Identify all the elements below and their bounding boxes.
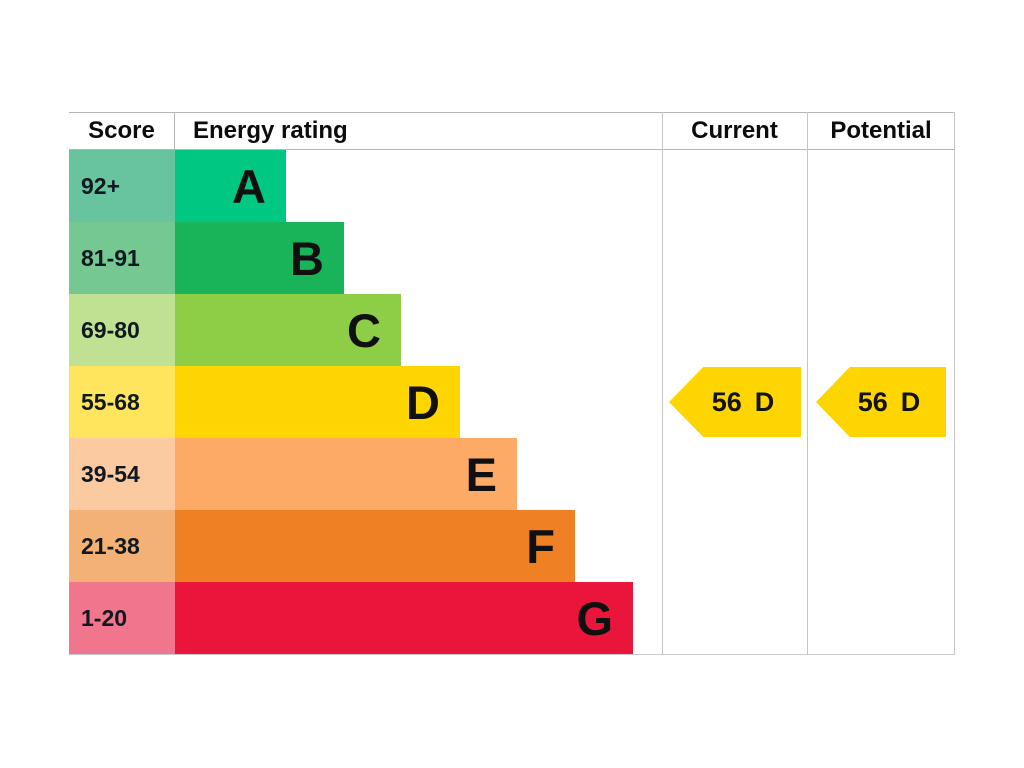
band-letter-f: F (526, 519, 555, 573)
current-rating-text: 56 D (696, 387, 775, 418)
band-bar-c: C (175, 294, 401, 366)
score-range-e: 39-54 (69, 438, 175, 510)
current-column: 56 D (662, 112, 807, 655)
current-rating-arrow: 56 D (669, 367, 801, 437)
band-letter-d: D (406, 375, 440, 429)
score-range-c: 69-80 (69, 294, 175, 366)
band-bar-e: E (175, 438, 517, 510)
potential-column: 56 D (807, 112, 955, 655)
band-bar-b: B (175, 222, 344, 294)
band-bar-g: G (175, 582, 633, 654)
band-row-e: 39-54 E (69, 438, 731, 510)
band-row-a: 92+ A (69, 150, 731, 222)
current-score-value: 56 (711, 386, 742, 417)
band-letter-c: C (347, 303, 381, 357)
potential-column-header: Potential (830, 117, 932, 144)
score-range-b: 81-91 (69, 222, 175, 294)
band-letter-e: E (465, 447, 497, 501)
band-bar-d: D (175, 366, 460, 438)
band-rows: 92+ A 81-91 B 69-80 C 55-68 D 39-54 E 21… (69, 150, 731, 654)
potential-score-value: 56 (857, 386, 888, 417)
current-column-header: Current (691, 117, 778, 144)
epc-table: Score Energy rating Current Potential 92… (69, 112, 955, 655)
band-row-f: 21-38 F (69, 510, 731, 582)
band-row-b: 81-91 B (69, 222, 731, 294)
current-band-letter: D (754, 386, 775, 417)
table-header-row: Score Energy rating Current Potential (69, 112, 955, 150)
potential-rating-text: 56 D (842, 387, 921, 418)
band-row-d: 55-68 D (69, 366, 731, 438)
potential-rating-arrow: 56 D (816, 367, 946, 437)
score-range-f: 21-38 (69, 510, 175, 582)
band-row-c: 69-80 C (69, 294, 731, 366)
band-letter-g: G (576, 591, 613, 645)
band-row-g: 1-20 G (69, 582, 731, 654)
table-bottom-border (69, 654, 955, 655)
score-range-d: 55-68 (69, 366, 175, 438)
band-letter-a: A (232, 159, 266, 213)
band-bar-a: A (175, 150, 286, 222)
potential-band-letter: D (900, 386, 921, 417)
band-letter-b: B (290, 231, 324, 285)
score-column-header: Score (69, 113, 175, 149)
energy-rating-column-header: Energy rating (193, 117, 348, 144)
band-bar-f: F (175, 510, 575, 582)
score-range-g: 1-20 (69, 582, 175, 654)
score-range-a: 92+ (69, 150, 175, 222)
